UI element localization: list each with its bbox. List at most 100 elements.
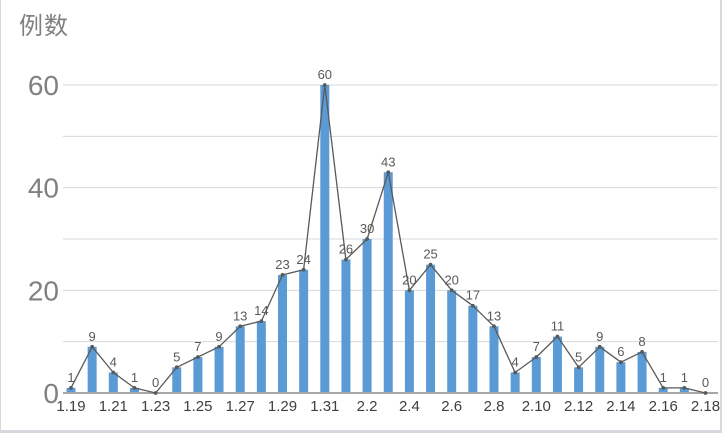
data-label-1.19: 1 bbox=[67, 370, 74, 385]
bar-2.10 bbox=[531, 357, 541, 393]
bar-1.27 bbox=[235, 326, 245, 393]
bar-1.24 bbox=[172, 367, 182, 393]
data-label-2.8: 13 bbox=[487, 308, 501, 323]
marker-2.1 bbox=[344, 257, 348, 262]
x-tick-2.4: 2.4 bbox=[399, 398, 420, 415]
y-tick-40: 40 bbox=[28, 173, 59, 204]
x-tick-2.12: 2.12 bbox=[564, 398, 593, 415]
bar-1.26 bbox=[214, 346, 224, 393]
bar-1.30 bbox=[299, 269, 309, 393]
data-label-1.20: 9 bbox=[89, 329, 96, 344]
y-tick-20: 20 bbox=[28, 275, 59, 306]
marker-1.29 bbox=[280, 273, 285, 277]
marker-2.11 bbox=[555, 334, 560, 339]
data-label-1.29: 23 bbox=[275, 257, 289, 272]
bar-2.2 bbox=[362, 239, 372, 393]
bar-2.8 bbox=[489, 326, 499, 393]
data-label-2.11: 11 bbox=[551, 319, 565, 334]
x-tick-1.23: 1.23 bbox=[141, 398, 170, 415]
data-label-2.6: 20 bbox=[444, 272, 458, 287]
x-tick-2.18: 2.18 bbox=[691, 398, 720, 415]
x-tick-1.27: 1.27 bbox=[226, 398, 255, 415]
marker-1.23 bbox=[153, 391, 158, 395]
marker-2.18 bbox=[703, 391, 708, 395]
data-label-1.21: 4 bbox=[110, 354, 117, 369]
data-label-1.23: 0 bbox=[152, 375, 159, 390]
data-label-2.7: 17 bbox=[466, 288, 480, 303]
marker-1.25 bbox=[196, 355, 200, 359]
marker-2.8 bbox=[492, 324, 496, 329]
marker-1.28 bbox=[259, 319, 264, 324]
x-tick-2.2: 2.2 bbox=[357, 398, 378, 415]
bar-1.20 bbox=[87, 346, 97, 393]
marker-2.7 bbox=[470, 303, 475, 308]
data-label-1.26: 9 bbox=[215, 329, 222, 344]
data-label-2.4: 20 bbox=[402, 272, 416, 287]
x-tick-1.21: 1.21 bbox=[99, 398, 128, 415]
bar-2.13 bbox=[595, 346, 605, 393]
data-label-2.17: 1 bbox=[681, 370, 688, 385]
data-label-2.18: 0 bbox=[702, 375, 709, 390]
x-tick-1.19: 1.19 bbox=[56, 398, 85, 415]
bar-2.16 bbox=[658, 387, 668, 393]
bar-1.21 bbox=[108, 372, 118, 393]
data-label-1.28: 14 bbox=[254, 303, 268, 318]
marker-2.17 bbox=[682, 385, 687, 390]
x-tick-2.10: 2.10 bbox=[522, 398, 551, 415]
data-label-2.13: 9 bbox=[596, 329, 603, 344]
data-label-1.25: 7 bbox=[194, 339, 201, 354]
data-label-2.15: 8 bbox=[638, 334, 645, 349]
x-tick-1.25: 1.25 bbox=[183, 398, 212, 415]
bar-2.14 bbox=[616, 362, 626, 393]
data-label-1.31: 60 bbox=[318, 67, 332, 82]
marker-2.5 bbox=[428, 262, 433, 267]
data-label-2.10: 7 bbox=[533, 339, 540, 354]
data-label-2.5: 25 bbox=[423, 247, 437, 262]
marker-2.3 bbox=[386, 170, 391, 175]
data-label-2.16: 1 bbox=[660, 370, 667, 385]
data-label-2.9: 4 bbox=[512, 354, 519, 369]
bar-1.25 bbox=[193, 357, 203, 393]
x-tick-2.8: 2.8 bbox=[484, 398, 505, 415]
marker-2.4 bbox=[407, 288, 412, 293]
bar-2.5 bbox=[426, 264, 436, 393]
x-tick-2.6: 2.6 bbox=[441, 398, 462, 415]
bar-1.19 bbox=[66, 387, 76, 393]
marker-1.26 bbox=[217, 344, 221, 349]
marker-1.21 bbox=[111, 370, 116, 375]
marker-1.20 bbox=[90, 344, 95, 349]
bar-2.12 bbox=[574, 367, 584, 393]
data-label-2.14: 6 bbox=[617, 344, 624, 359]
bar-1.31 bbox=[320, 85, 330, 393]
data-label-1.22: 1 bbox=[131, 370, 138, 385]
marker-1.22 bbox=[132, 385, 137, 390]
bar-1.29 bbox=[278, 274, 287, 393]
marker-1.31 bbox=[322, 83, 327, 87]
x-tick-1.29: 1.29 bbox=[268, 398, 297, 415]
data-label-2.3: 43 bbox=[381, 154, 395, 169]
marker-1.24 bbox=[174, 365, 179, 370]
bar-2.17 bbox=[679, 387, 689, 393]
data-label-1.27: 13 bbox=[233, 308, 247, 323]
marker-2.2 bbox=[365, 237, 369, 241]
bar-2.15 bbox=[637, 351, 647, 393]
marker-2.9 bbox=[513, 370, 518, 375]
data-label-1.24: 5 bbox=[173, 349, 180, 364]
bar-2.7 bbox=[468, 305, 478, 393]
bar-2.11 bbox=[552, 336, 562, 393]
data-label-2.2: 30 bbox=[360, 221, 374, 236]
marker-2.12 bbox=[576, 365, 581, 370]
bar-2.1 bbox=[341, 259, 351, 393]
bar-1.22 bbox=[129, 387, 139, 393]
bar-2.3 bbox=[383, 172, 393, 393]
marker-2.16 bbox=[661, 385, 666, 390]
bar-2.9 bbox=[510, 372, 520, 393]
bar-2.6 bbox=[447, 290, 457, 393]
bar-1.28 bbox=[256, 321, 266, 393]
data-label-1.30: 24 bbox=[296, 252, 310, 267]
marker-1.30 bbox=[301, 267, 306, 272]
data-label-2.1: 26 bbox=[339, 242, 353, 257]
y-tick-60: 60 bbox=[28, 70, 59, 101]
